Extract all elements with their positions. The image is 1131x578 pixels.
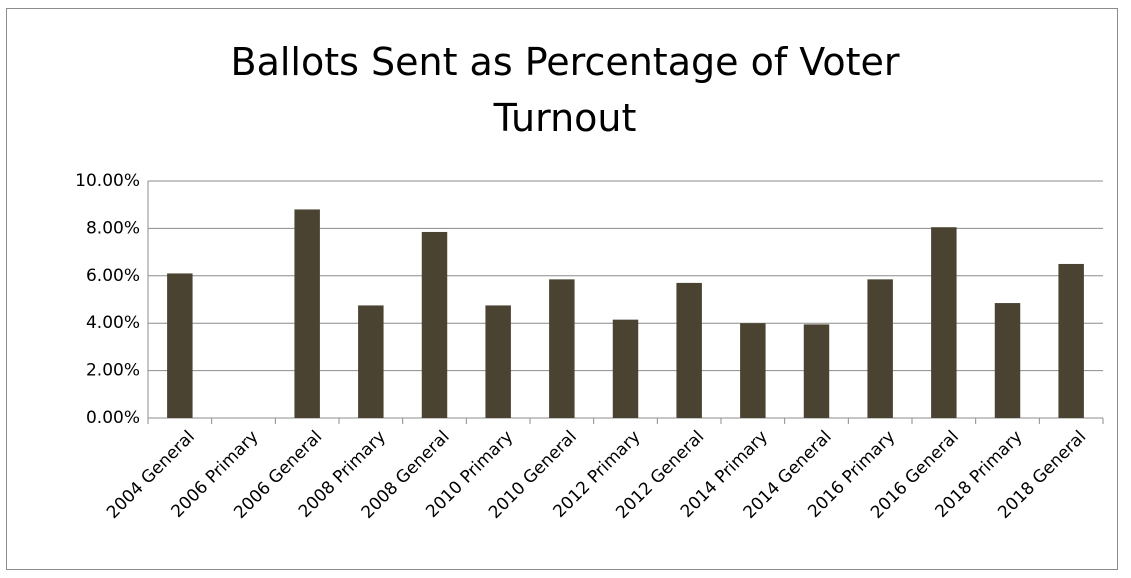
bar <box>167 273 193 418</box>
bar <box>740 323 766 418</box>
bar <box>867 279 893 418</box>
bar <box>358 305 384 418</box>
bar <box>994 303 1021 418</box>
y-tick-label: 2.00% <box>86 361 140 381</box>
y-tick-label: 10.00% <box>75 171 140 191</box>
y-tick-label: 8.00% <box>86 218 140 238</box>
bar <box>485 305 511 418</box>
y-tick-label: 6.00% <box>86 266 140 286</box>
bar <box>549 279 575 418</box>
y-tick-label: 4.00% <box>86 313 140 333</box>
chart-frame <box>6 8 1118 570</box>
chart-title: Ballots Sent as Percentage of Voter Turn… <box>230 40 900 140</box>
bar <box>421 231 448 418</box>
y-tick-label: 0.00% <box>86 408 140 428</box>
bar <box>931 227 957 418</box>
bar <box>294 209 320 418</box>
bar <box>676 282 702 418</box>
bar <box>803 324 830 418</box>
bar <box>612 319 639 418</box>
bar <box>1058 263 1084 418</box>
